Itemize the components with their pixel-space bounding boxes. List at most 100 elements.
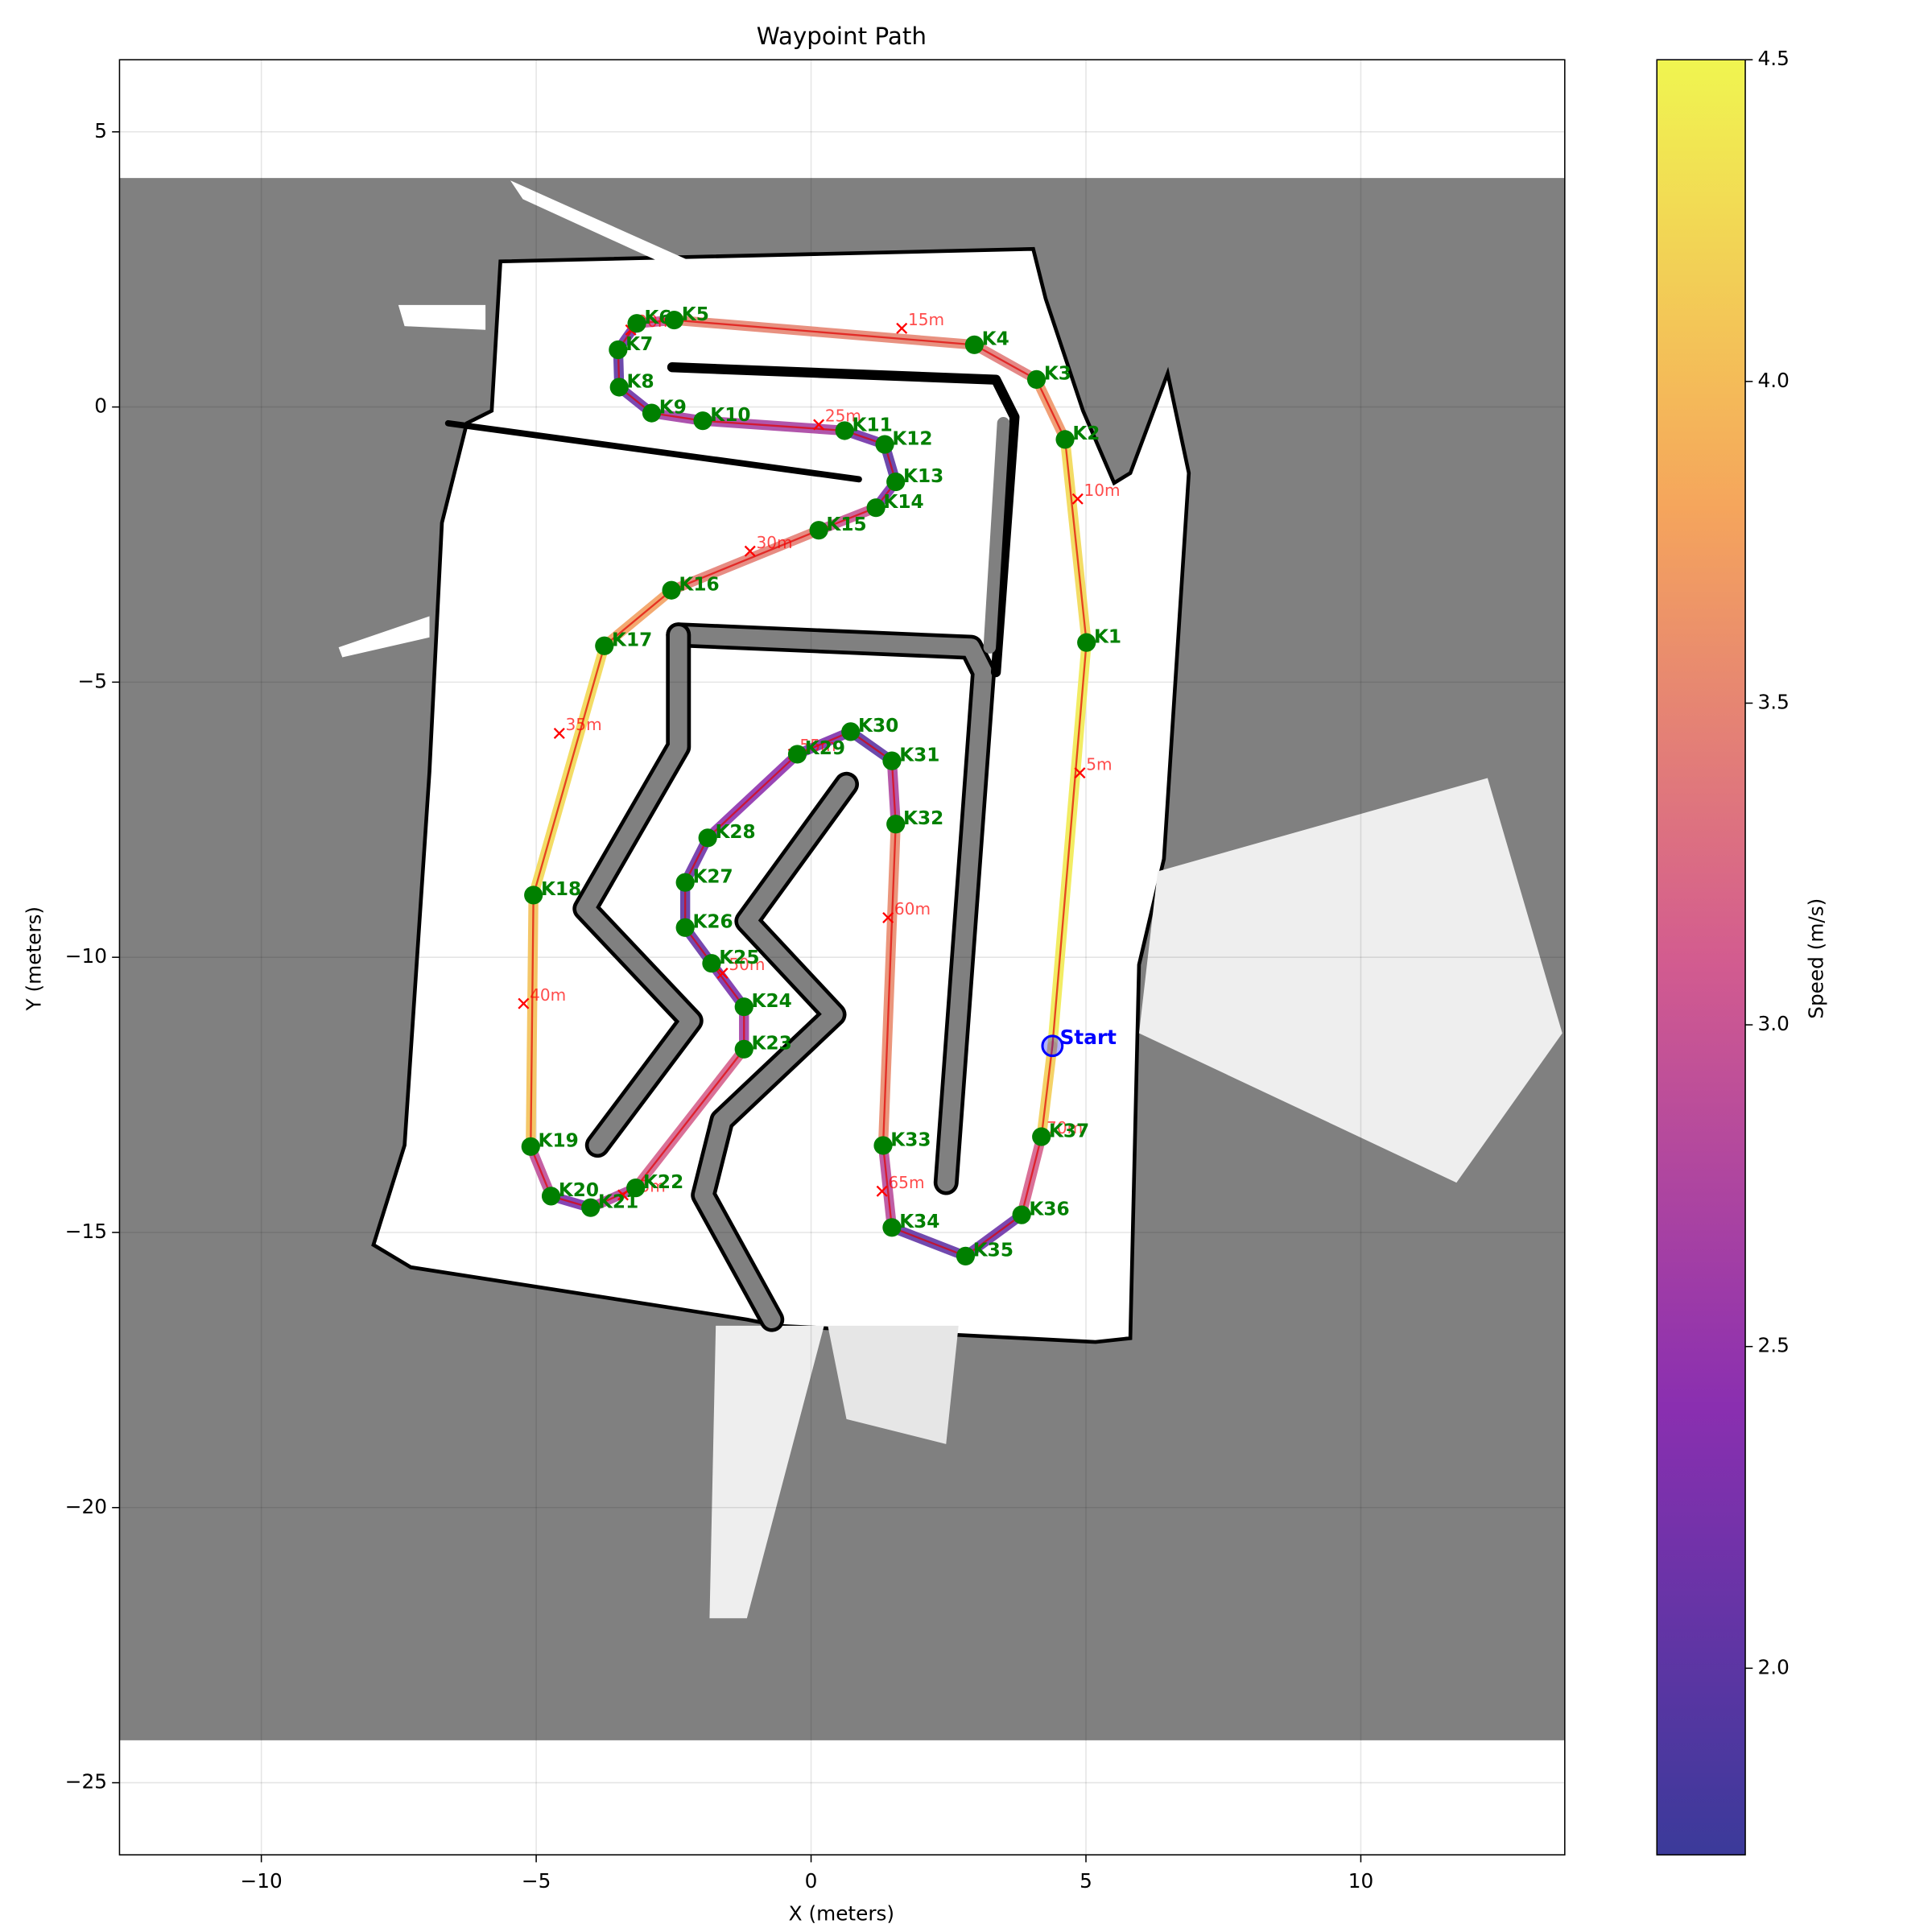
- x-tick-label: 10: [1348, 1869, 1373, 1893]
- waypoint-label: K8: [626, 370, 654, 392]
- distance-marker: [518, 997, 530, 1009]
- waypoint-label: K32: [903, 807, 943, 829]
- waypoint-label: K10: [710, 404, 750, 426]
- plot-frame: [118, 59, 1566, 1856]
- start-label: Start: [1060, 1026, 1117, 1049]
- waypoint-label: K9: [659, 396, 687, 418]
- waypoint-label: K2: [1072, 423, 1100, 444]
- waypoint: [841, 722, 861, 741]
- waypoint: [809, 521, 828, 540]
- x-tick-label: −10: [241, 1869, 283, 1893]
- waypoint: [521, 1137, 540, 1156]
- y-tick-label: −15: [65, 1220, 107, 1243]
- walls: [444, 362, 1020, 1332]
- waypoint-label: K17: [612, 630, 652, 651]
- waypoint-label: K18: [541, 878, 581, 900]
- y-tick-label: 0: [94, 394, 107, 418]
- waypoint: [873, 1136, 893, 1155]
- waypoint-label: K35: [973, 1240, 1013, 1261]
- waypoint-label: K4: [982, 328, 1009, 350]
- colorbar-tick-label: 4.5: [1758, 47, 1790, 70]
- distance-marker: [882, 911, 894, 923]
- waypoint: [734, 997, 753, 1017]
- x-tick-label: 5: [1080, 1869, 1092, 1893]
- x-tick-label: 0: [805, 1869, 818, 1893]
- colorbar-tick-label: 4.0: [1758, 369, 1790, 392]
- chart-title: Waypoint Path: [757, 23, 927, 50]
- waypoint: [956, 1246, 976, 1265]
- waypoint: [734, 1039, 753, 1059]
- waypoint: [702, 954, 721, 973]
- distance-label: 25m: [825, 407, 861, 426]
- waypoint: [698, 828, 717, 848]
- distance-marker: [1074, 767, 1086, 779]
- wall: [667, 362, 1020, 678]
- wall: [694, 775, 856, 1329]
- distance-label: 35m: [566, 715, 602, 734]
- distance-marker: [896, 322, 908, 334]
- wall: [983, 417, 1010, 654]
- waypoint: [787, 745, 807, 764]
- waypoint-label: K31: [899, 744, 939, 766]
- waypoint: [835, 421, 854, 440]
- waypoint: [1055, 430, 1075, 449]
- distance-label: 40m: [530, 985, 566, 1005]
- free-space: [398, 304, 486, 330]
- y-axis-label: Y (meters): [22, 906, 45, 1012]
- waypoint: [886, 472, 906, 492]
- waypoint: [693, 411, 712, 431]
- waypoint-label: K28: [715, 821, 755, 843]
- y-tick-label: −20: [65, 1495, 107, 1518]
- waypoint-label: K14: [883, 491, 923, 513]
- distance-label: 20m: [637, 312, 673, 331]
- waypoint: [1026, 369, 1046, 389]
- waypoint-label: K30: [858, 715, 898, 737]
- waypoint: [609, 378, 629, 397]
- waypoint: [882, 751, 902, 770]
- start-point: [1041, 1034, 1064, 1058]
- waypoint: [627, 314, 646, 333]
- waypoint-label: K12: [892, 427, 932, 449]
- waypoint: [866, 498, 886, 518]
- x-tick-label: −5: [522, 1869, 551, 1893]
- distance-marker: [553, 727, 565, 739]
- waypoint-label: K26: [692, 911, 733, 933]
- laser-fan: [1138, 778, 1563, 1183]
- waypoint-label: K36: [1029, 1198, 1069, 1220]
- waypoint-label: K1: [1094, 625, 1121, 647]
- y-tick-label: −10: [65, 944, 107, 968]
- waypoint-label: K22: [643, 1171, 683, 1193]
- distance-label: 10m: [1084, 481, 1120, 500]
- waypoint: [1032, 1127, 1051, 1146]
- waypoint: [664, 310, 684, 330]
- distance-marker: [813, 419, 825, 431]
- waypoint-label: K33: [890, 1129, 931, 1150]
- distance-label: 60m: [894, 899, 931, 919]
- waypoint-label: K15: [826, 514, 866, 535]
- waypoint: [609, 340, 628, 360]
- colorbar-tick-label: 3.5: [1758, 690, 1790, 713]
- distance-label: 65m: [888, 1173, 924, 1192]
- waypoint-label: K24: [752, 990, 792, 1012]
- laser-fan: [709, 1325, 824, 1619]
- distance-label: 50m: [729, 955, 765, 974]
- waypoint: [875, 435, 894, 454]
- x-axis-label: X (meters): [789, 1901, 894, 1925]
- distance-label: 30m: [756, 533, 792, 552]
- distance-marker: [617, 1189, 630, 1201]
- laser-fan: [828, 1325, 959, 1444]
- distance-marker: [716, 967, 729, 980]
- waypoint-label: K6: [644, 307, 671, 328]
- waypoint: [1012, 1205, 1031, 1224]
- waypoint-label: K37: [1049, 1120, 1089, 1141]
- waypoint-label: K13: [903, 465, 943, 487]
- waypoint-label: K16: [679, 574, 719, 596]
- waypoint-label: K20: [559, 1179, 599, 1201]
- free-space: [371, 246, 1191, 1344]
- waypoint-label: K34: [899, 1211, 939, 1232]
- waypoint-label: K7: [625, 333, 653, 355]
- waypoint-label: K23: [752, 1033, 792, 1055]
- waypoint: [964, 335, 984, 354]
